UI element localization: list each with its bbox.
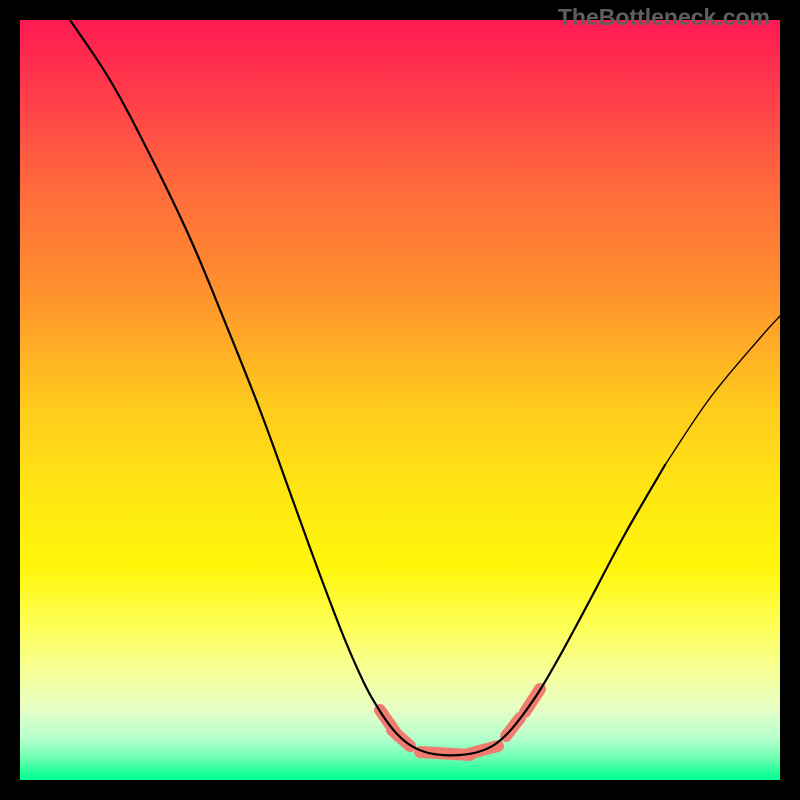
chart-stage: TheBottleneck.com [0, 0, 800, 800]
chart-svg [0, 0, 800, 800]
watermark-text: TheBottleneck.com [558, 4, 770, 31]
plot-area [20, 20, 780, 780]
